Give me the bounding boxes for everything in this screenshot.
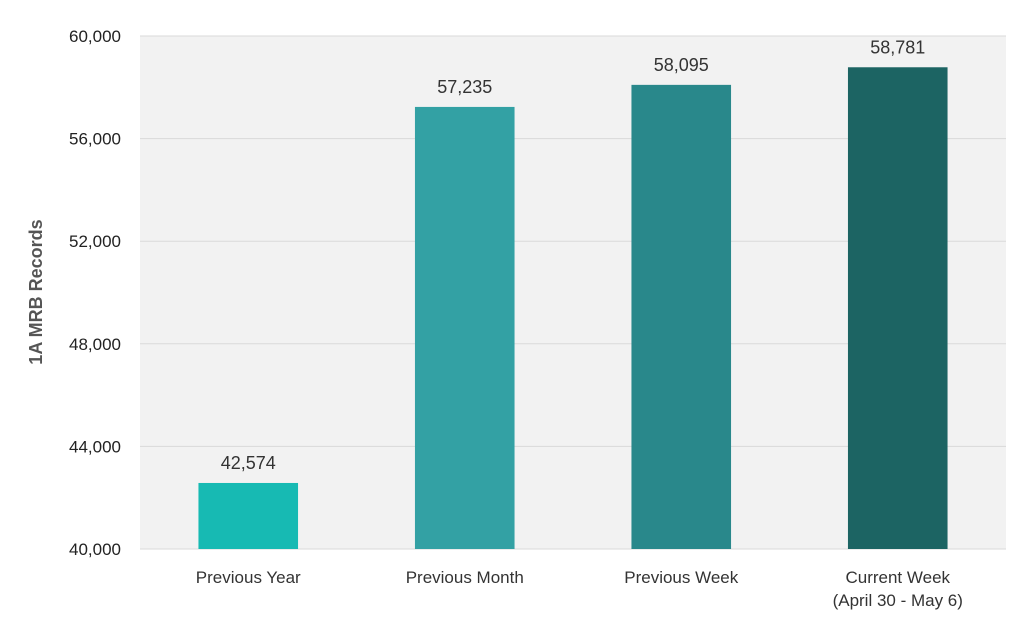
y-tick-label: 44,000 [69, 437, 121, 456]
y-tick-label: 52,000 [69, 232, 121, 251]
y-tick-label: 40,000 [69, 540, 121, 559]
category-label: Current Week (April 30 - May 6) [833, 568, 963, 610]
data-label: 57,235 [437, 77, 492, 97]
bar [631, 84, 732, 549]
y-tick-label: 48,000 [69, 335, 121, 354]
bar [198, 482, 299, 549]
y-tick-label: 60,000 [69, 27, 121, 46]
category-label: Previous Year [196, 568, 301, 587]
data-label: 58,095 [654, 55, 709, 75]
category-label: Previous Week [624, 568, 739, 587]
y-tick-label: 56,000 [69, 130, 121, 149]
bars [198, 67, 948, 550]
bar [414, 106, 515, 550]
data-labels: 42,574 57,235 58,095 58,781 [221, 37, 926, 473]
data-label: 42,574 [221, 453, 276, 473]
x-axis-category-labels: Previous Year Previous Month Previous Week… [196, 568, 963, 610]
data-label: 58,781 [870, 37, 925, 57]
bar [847, 67, 948, 550]
y-axis-tick-labels: 40,000 44,000 48,000 52,000 56,000 60,000 [69, 27, 121, 559]
category-label: Previous Month [406, 568, 524, 587]
y-axis-title: 1A MRB Records [26, 219, 46, 364]
